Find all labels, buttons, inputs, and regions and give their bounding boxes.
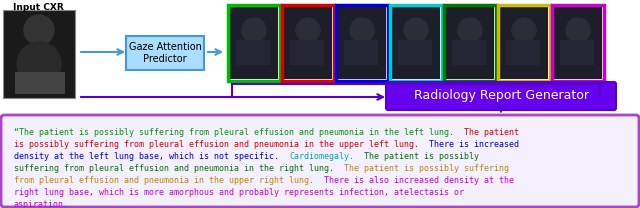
FancyBboxPatch shape: [3, 10, 75, 98]
FancyBboxPatch shape: [284, 7, 332, 79]
Text: The patient is possibly: The patient is possibly: [354, 152, 479, 161]
Text: Input CXR: Input CXR: [13, 3, 63, 12]
Text: The patient: The patient: [464, 128, 519, 137]
Circle shape: [350, 18, 374, 42]
Circle shape: [458, 18, 482, 42]
Circle shape: [404, 18, 428, 42]
FancyBboxPatch shape: [236, 40, 270, 65]
FancyBboxPatch shape: [560, 40, 594, 65]
Text: is possibly suffering from pleural effusion and pneumonia in the upper left lung: is possibly suffering from pleural effus…: [14, 140, 429, 149]
Text: density at the left lung base, which is not specific.: density at the left lung base, which is …: [14, 152, 289, 161]
Text: The patient is possibly suffering: The patient is possibly suffering: [344, 164, 509, 173]
FancyBboxPatch shape: [500, 7, 548, 79]
Text: “The patient is possibly suffering from pleural effusion and pneumonia in the le: “The patient is possibly suffering from …: [14, 128, 464, 137]
FancyBboxPatch shape: [446, 7, 494, 79]
Text: right lung base, which is more amorphous and probably represents infection, atel: right lung base, which is more amorphous…: [14, 188, 464, 197]
FancyBboxPatch shape: [126, 36, 204, 70]
Circle shape: [17, 42, 61, 86]
FancyBboxPatch shape: [452, 40, 486, 65]
Circle shape: [512, 18, 536, 42]
FancyBboxPatch shape: [386, 82, 616, 110]
FancyBboxPatch shape: [230, 7, 278, 79]
FancyBboxPatch shape: [398, 40, 432, 65]
FancyBboxPatch shape: [344, 40, 378, 65]
Circle shape: [566, 18, 590, 42]
Circle shape: [242, 18, 266, 42]
FancyBboxPatch shape: [1, 115, 639, 207]
Circle shape: [24, 15, 54, 45]
FancyBboxPatch shape: [290, 40, 324, 65]
FancyBboxPatch shape: [392, 7, 440, 79]
FancyBboxPatch shape: [554, 7, 602, 79]
Text: Gaze Attention
Predictor: Gaze Attention Predictor: [129, 42, 202, 64]
Text: aspiration.: aspiration.: [14, 200, 69, 208]
Text: suffering from pleural effusion and pneumonia in the right lung.: suffering from pleural effusion and pneu…: [14, 164, 344, 173]
FancyBboxPatch shape: [338, 7, 386, 79]
FancyBboxPatch shape: [506, 40, 540, 65]
Text: There is also increased density at the: There is also increased density at the: [324, 176, 514, 185]
Circle shape: [296, 18, 320, 42]
Text: Radiology Report Generator: Radiology Report Generator: [413, 89, 589, 103]
Text: There is increased: There is increased: [429, 140, 519, 149]
Text: from pleural effusion and pneumonia in the upper right lung.: from pleural effusion and pneumonia in t…: [14, 176, 324, 185]
Text: Cardiomegaly.: Cardiomegaly.: [289, 152, 354, 161]
FancyBboxPatch shape: [15, 72, 65, 94]
